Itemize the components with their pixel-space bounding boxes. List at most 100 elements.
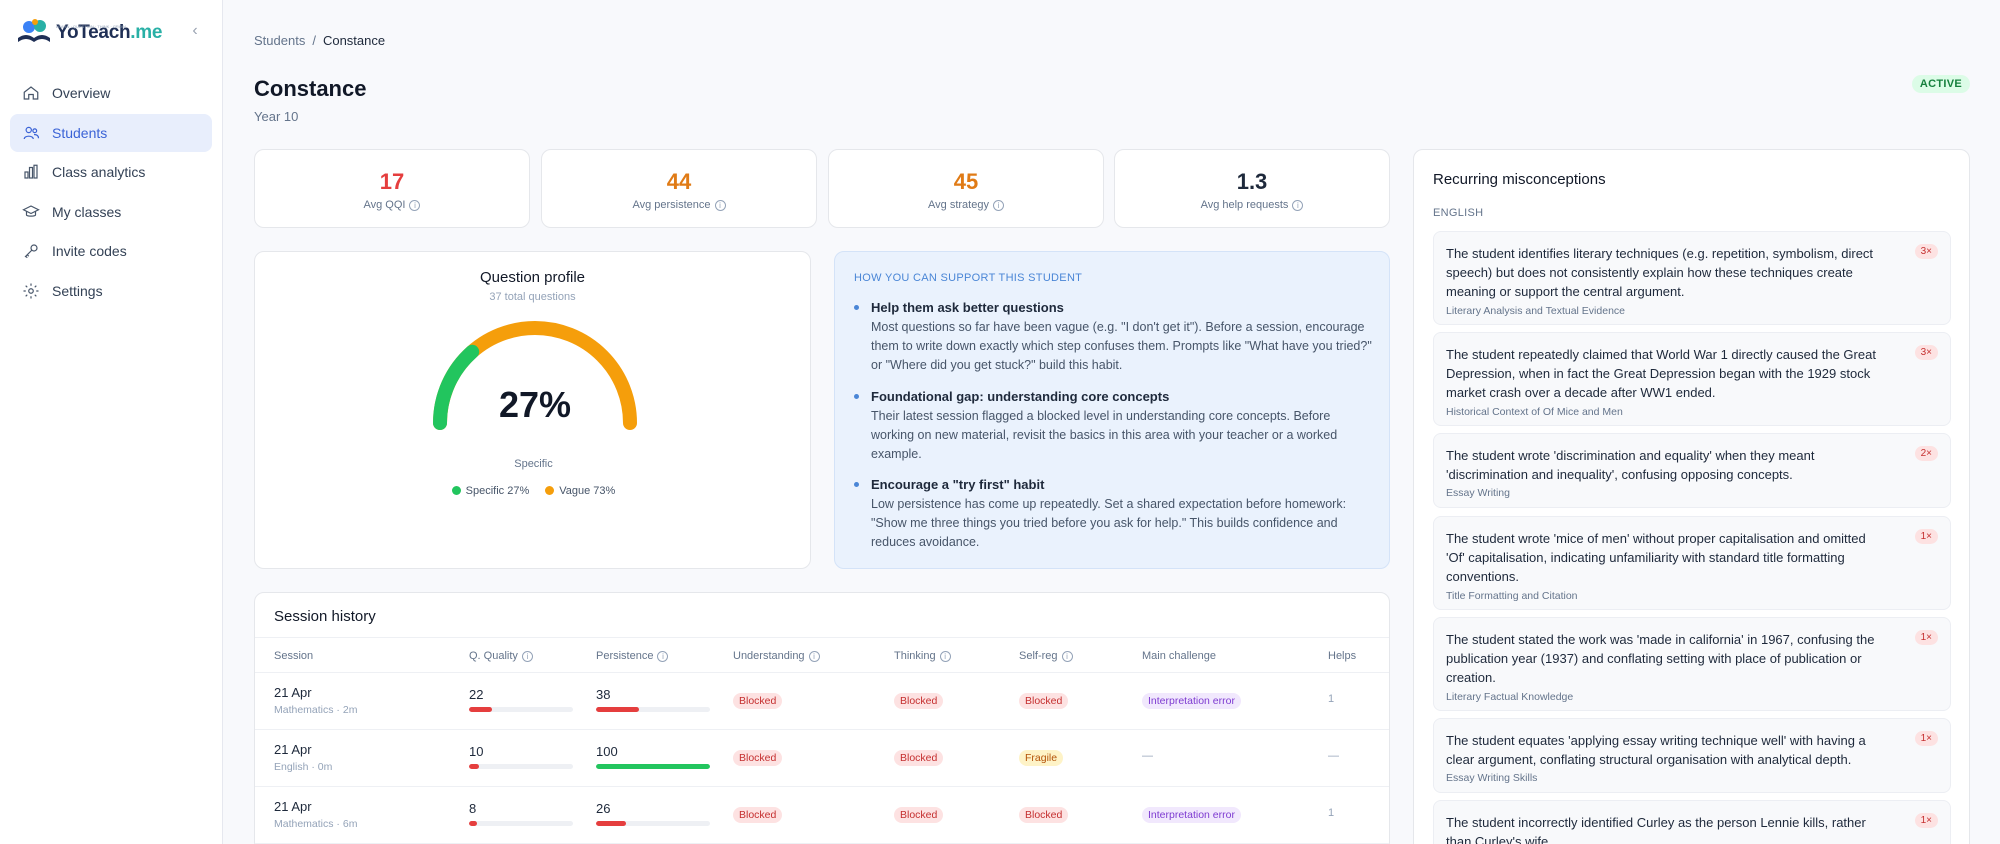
sidebar-item-label: Class analytics: [52, 164, 146, 180]
support-tip: Foundational gap: understanding core con…: [854, 388, 1374, 464]
misconception-item[interactable]: The student identifies literary techniqu…: [1433, 231, 1951, 325]
info-icon[interactable]: i: [939, 650, 951, 662]
home-icon: [23, 86, 39, 100]
session-history-card: Session history Session Q. Quality i Pers…: [254, 592, 1390, 844]
misconception-item[interactable]: The student wrote 'mice of men' without …: [1433, 516, 1951, 610]
gear-icon: [23, 283, 39, 298]
quality-value: 8: [469, 801, 477, 816]
stat-value: 45: [953, 169, 979, 194]
misconception-text: The student wrote 'discrimination and eq…: [1446, 448, 1815, 482]
info-icon[interactable]: i: [1061, 650, 1073, 662]
session-meta: English · 0m: [274, 761, 333, 773]
info-icon[interactable]: i: [1292, 199, 1304, 211]
challenge-badge: Interpretation error: [1142, 693, 1241, 709]
breadcrumb-students-link[interactable]: Students: [254, 33, 306, 48]
persistence-bar: [596, 707, 710, 712]
misconception-item[interactable]: The student incorrectly identified Curle…: [1433, 800, 1951, 844]
misconception-count-badge: 1×: [1914, 731, 1938, 746]
tip-body: Their latest session flagged a blocked l…: [871, 409, 1338, 461]
misconception-count-badge: 3×: [1914, 244, 1938, 259]
tip-title: Encourage a "try first" habit: [871, 477, 1045, 492]
breadcrumb-current: Constance: [322, 33, 386, 48]
info-icon[interactable]: i: [992, 199, 1004, 211]
column-header-selfreg: Self-reg i: [1019, 650, 1073, 662]
tip-body: Low persistence has come up repeatedly. …: [871, 497, 1347, 549]
session-date: 21 Apr: [274, 685, 312, 700]
graduation-cap-icon: [22, 204, 40, 217]
sidebar-nav: Overview Students Class analytics My cla…: [10, 74, 212, 311]
understanding-badge: Blocked: [733, 750, 783, 766]
table-row[interactable]: 21 Apr English · 0m 10 100 Blocked Block…: [255, 730, 1389, 787]
table-row[interactable]: 21 Apr Mathematics · 6m 8 26 Blocked Blo…: [255, 787, 1389, 844]
stat-card-avg-persistence: 44 Avg persistence i: [541, 149, 817, 228]
info-icon[interactable]: i: [409, 199, 421, 211]
misconception-text: The student equates 'applying essay writ…: [1446, 733, 1866, 767]
misconception-category: Historical Context of Of Mice and Men: [1446, 406, 1623, 418]
sidebar-item-invite-codes[interactable]: Invite codes: [10, 232, 212, 270]
misconception-item[interactable]: The student repeatedly claimed that Worl…: [1433, 332, 1951, 426]
page-title: Constance: [254, 76, 367, 101]
logo-text: YoTeach.me: [56, 22, 163, 43]
gauge-legend: Specific 27% Vague 73%: [255, 485, 812, 497]
persistence-value: 100: [596, 744, 618, 759]
key-icon: [24, 244, 38, 259]
misconception-category: Literary Factual Knowledge: [1446, 691, 1574, 703]
info-icon[interactable]: i: [521, 650, 533, 662]
sidebar-item-settings[interactable]: Settings: [10, 272, 212, 310]
understanding-badge: Blocked: [733, 807, 783, 823]
misconception-item[interactable]: The student stated the work was 'made in…: [1433, 617, 1951, 711]
main-content: Students / Constance Constance Year 10 ACT…: [254, 0, 1970, 844]
quality-bar: [469, 821, 573, 826]
helps-value: 1: [1328, 807, 1335, 819]
sidebar-item-my-classes[interactable]: My classes: [10, 193, 212, 231]
misconception-text: The student incorrectly identified Curle…: [1446, 815, 1866, 844]
misconception-text: The student repeatedly claimed that Worl…: [1446, 347, 1876, 400]
gauge-label: Specific: [514, 458, 553, 470]
selfreg-badge: Blocked: [1019, 693, 1069, 709]
misconception-item[interactable]: The student equates 'applying essay writ…: [1433, 718, 1951, 793]
challenge-badge: Interpretation error: [1142, 807, 1241, 823]
quality-bar: [469, 707, 573, 712]
sidebar-item-class-analytics[interactable]: Class analytics: [10, 153, 212, 191]
session-date: 21 Apr: [274, 799, 312, 814]
stat-value: 1.3: [1236, 169, 1268, 194]
collapse-sidebar-button[interactable]: ‹: [192, 22, 198, 39]
thinking-badge: Blocked: [894, 807, 944, 823]
stat-card-avg-qqi: 17 Avg QQI i: [254, 149, 530, 228]
column-header-understanding: Understanding i: [733, 650, 820, 662]
support-tip: Help them ask better questions Most ques…: [854, 299, 1374, 375]
misconceptions-subject: ENGLISH: [1433, 207, 1484, 219]
sidebar-item-overview[interactable]: Overview: [10, 74, 212, 112]
understanding-badge: Blocked: [733, 693, 783, 709]
sidebar: YoTeach.me LEARN · QUESTION · THINK · GR…: [0, 0, 223, 844]
sidebar-item-label: Students: [52, 124, 108, 141]
stat-label: Avg persistence: [632, 199, 711, 211]
sidebar-item-label: Overview: [52, 85, 111, 101]
sidebar-item-label: Settings: [52, 282, 103, 299]
question-profile-card: Question profile 37 total questions 27% …: [254, 251, 811, 569]
sidebar-item-students[interactable]: Students: [10, 113, 212, 152]
legend-item-vague: Vague 73%: [545, 485, 615, 497]
persistence-bar: [596, 821, 710, 826]
info-icon[interactable]: i: [714, 199, 726, 211]
column-header-session: Session: [274, 650, 314, 662]
users-icon: [23, 126, 40, 139]
info-icon[interactable]: i: [808, 650, 820, 662]
misconception-item[interactable]: The student wrote 'discrimination and eq…: [1433, 433, 1951, 508]
quality-value: 22: [469, 687, 484, 702]
gauge-percent: 27%: [499, 384, 571, 425]
stat-value: 44: [666, 169, 692, 194]
misconception-category: Literary Analysis and Textual Evidence: [1446, 305, 1625, 317]
column-header-persistence: Persistence i: [596, 650, 669, 662]
misconceptions-card: Recurring misconceptions ENGLISH The stu…: [1413, 149, 1970, 844]
persistence-bar: [596, 764, 710, 769]
support-tip: Encourage a "try first" habit Low persis…: [854, 476, 1374, 552]
breadcrumb-separator: /: [312, 33, 316, 48]
breadcrumb: Students / Constance: [254, 33, 385, 48]
persistence-value: 26: [596, 801, 611, 816]
sidebar-item-label: Invite codes: [52, 243, 127, 259]
logo[interactable]: YoTeach.me: [14, 18, 162, 48]
table-row[interactable]: 21 Apr Mathematics · 2m 22 38 Blocked Bl…: [255, 673, 1389, 730]
session-meta: Mathematics · 6m: [274, 818, 358, 830]
info-icon[interactable]: i: [657, 650, 669, 662]
